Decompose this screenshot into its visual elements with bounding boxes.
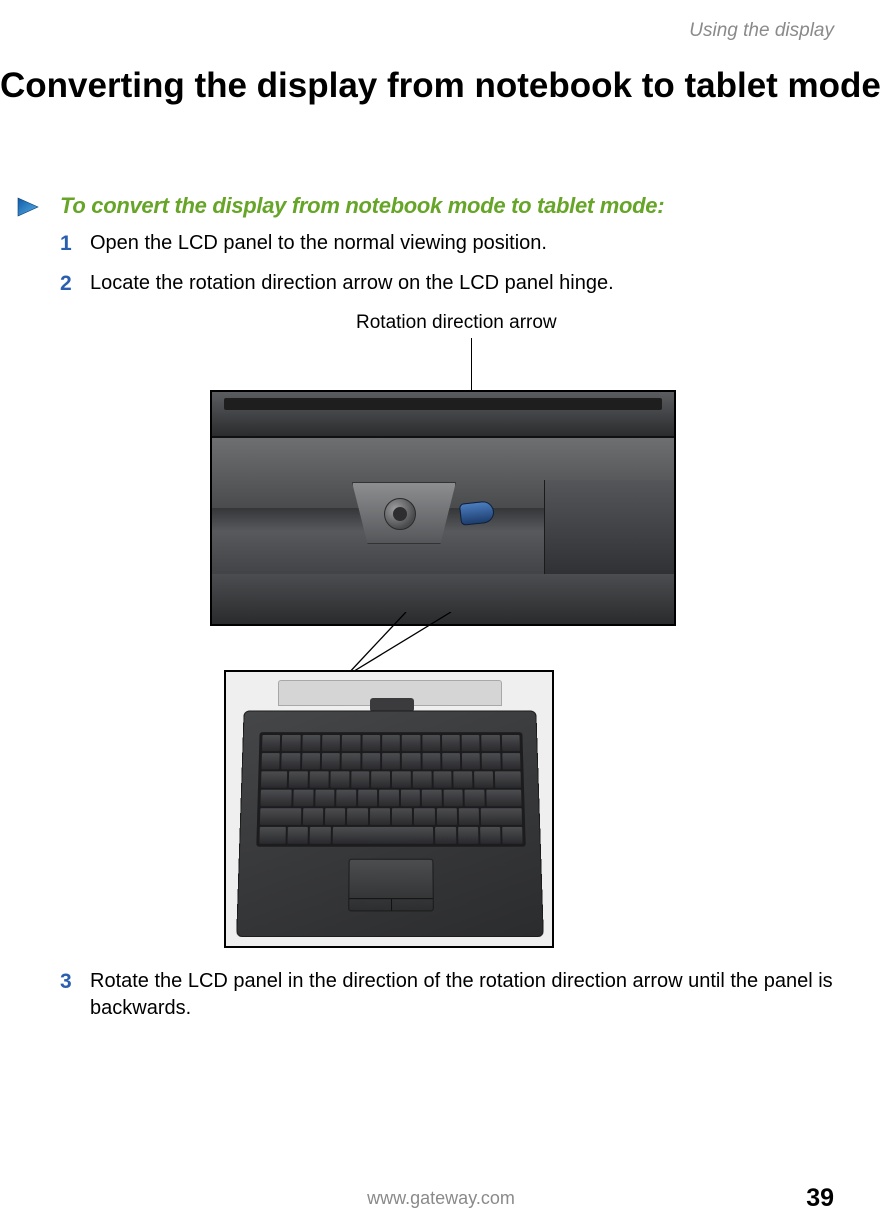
step-3: 3 Rotate the LCD panel in the direction …	[60, 968, 840, 1022]
laptop-body	[236, 711, 544, 938]
page-number: 39	[806, 1184, 834, 1213]
step-1: 1 Open the LCD panel to the normal viewi…	[60, 230, 840, 258]
kb-row	[262, 735, 520, 751]
page-heading: Converting the display from notebook to …	[0, 66, 881, 106]
closeup-image	[210, 390, 676, 626]
rotation-direction-arrow-icon	[459, 500, 495, 525]
laptop-trackpad	[348, 859, 434, 912]
play-bullet-icon	[16, 196, 42, 223]
steps-list: 1 Open the LCD panel to the normal viewi…	[60, 230, 840, 311]
callout-label: Rotation direction arrow	[356, 312, 557, 334]
laptop-keyboard	[256, 732, 526, 847]
trackpad-buttons	[349, 898, 433, 910]
procedure-subheading: To convert the display from notebook mod…	[60, 193, 664, 219]
chapter-label: Using the display	[689, 20, 834, 42]
kb-row	[259, 827, 522, 844]
kb-row	[261, 771, 521, 787]
step-text: Locate the rotation direction arrow on t…	[90, 270, 840, 297]
kb-row	[261, 753, 520, 769]
page: Using the display Converting the display…	[0, 0, 882, 1231]
step-number: 1	[60, 230, 78, 258]
kb-row	[260, 790, 521, 807]
footer-url: www.gateway.com	[0, 1188, 882, 1209]
hinge-pivot	[384, 498, 416, 530]
closeup-screen-inner	[224, 398, 662, 410]
hinge-pivot-center	[393, 507, 407, 521]
step-text: Rotate the LCD panel in the direction of…	[90, 968, 840, 1022]
step-2: 2 Locate the rotation direction arrow on…	[60, 270, 840, 298]
kb-row	[260, 808, 522, 825]
step-number: 3	[60, 968, 78, 996]
laptop-image	[224, 670, 554, 948]
step-3-block: 3 Rotate the LCD panel in the direction …	[60, 968, 840, 1034]
closeup-screen-edge	[212, 392, 674, 438]
step-text: Open the LCD panel to the normal viewing…	[90, 230, 840, 257]
step-number: 2	[60, 270, 78, 298]
